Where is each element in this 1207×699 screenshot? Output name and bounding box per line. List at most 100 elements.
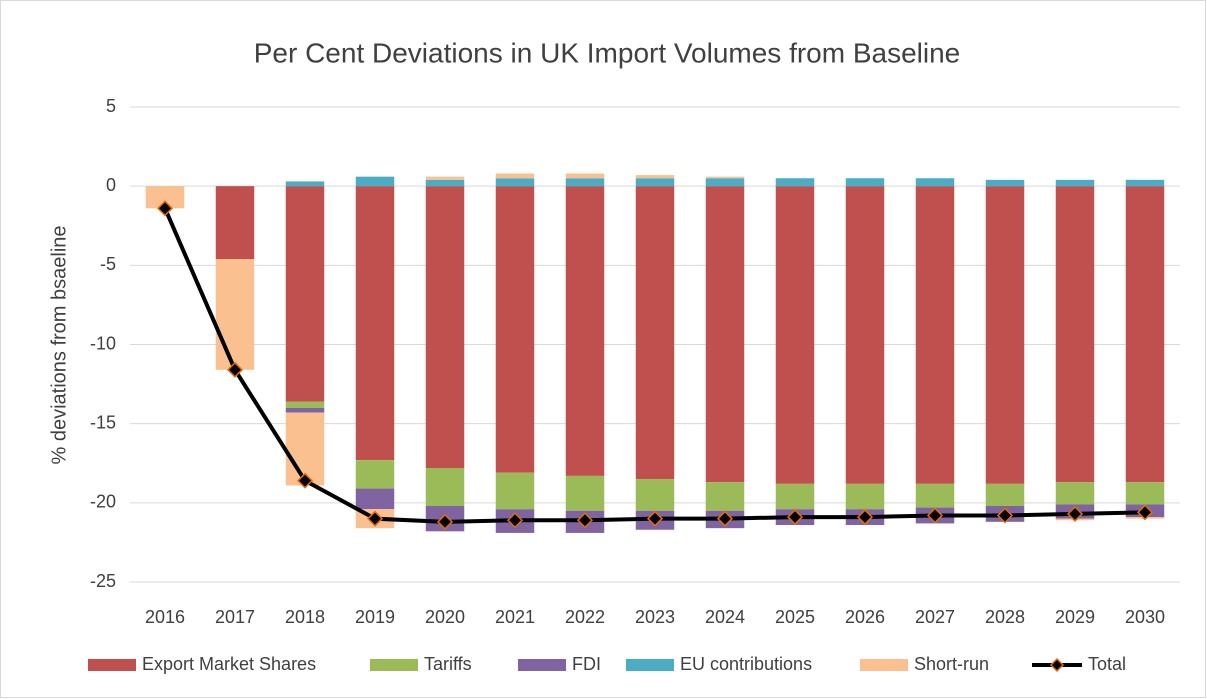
bar-segment <box>915 186 955 484</box>
x-tick-label: 2023 <box>635 607 675 627</box>
bar-segment <box>635 479 675 511</box>
bar-segment <box>1055 179 1095 187</box>
bar-segment <box>1055 482 1095 505</box>
bar-segment <box>215 186 255 259</box>
bar-segment <box>495 472 535 510</box>
bar-segment <box>705 178 745 187</box>
bar-segment <box>635 175 675 179</box>
bar-segment <box>565 186 605 476</box>
x-tick-label: 2018 <box>285 607 325 627</box>
y-tick-label: -5 <box>100 254 116 274</box>
y-tick-label: -25 <box>90 571 116 591</box>
bar-segment <box>1055 186 1095 483</box>
x-tick-label: 2027 <box>915 607 955 627</box>
line-marker <box>156 200 174 217</box>
bar-segment <box>985 483 1025 506</box>
bar-segment <box>425 176 465 180</box>
bar-segment <box>985 186 1025 484</box>
bar-segment <box>495 173 535 179</box>
bar-segment <box>285 407 325 413</box>
legend-marker <box>1049 657 1065 673</box>
line-marker <box>646 510 664 527</box>
bar-segment <box>845 186 885 484</box>
bar-segment <box>635 186 675 480</box>
bar-segment <box>285 401 325 408</box>
bar-segment <box>1125 482 1165 505</box>
y-axis-label: % deviations from bsaeline <box>48 225 70 464</box>
bar-segment <box>915 483 955 508</box>
bar-segment <box>355 460 395 489</box>
legend-label: Short-run <box>914 654 989 674</box>
bar-segment <box>1125 186 1165 483</box>
line-marker <box>856 509 874 526</box>
legend-label: FDI <box>572 654 601 674</box>
bar-segment <box>285 181 325 187</box>
bar-segment <box>355 488 395 510</box>
x-tick-label: 2024 <box>705 607 745 627</box>
bar-segment <box>985 179 1025 187</box>
bar-segment <box>565 173 605 179</box>
x-tick-label: 2016 <box>145 607 185 627</box>
line-marker <box>926 507 944 524</box>
legend-swatch <box>626 659 674 671</box>
x-tick-label: 2017 <box>215 607 255 627</box>
line-marker <box>436 513 454 530</box>
bar-segment <box>495 178 535 187</box>
line-marker <box>716 510 734 527</box>
line-marker <box>1066 505 1084 522</box>
x-tick-label: 2019 <box>355 607 395 627</box>
bar-segment <box>635 178 675 187</box>
line-marker <box>576 512 594 529</box>
legend-swatch <box>88 659 136 671</box>
line-marker <box>226 361 244 378</box>
y-tick-label: -10 <box>90 333 116 353</box>
bar-segment <box>425 468 465 506</box>
line-marker <box>786 509 804 526</box>
legend-label: EU contributions <box>680 654 812 674</box>
y-tick-label: 5 <box>106 96 116 116</box>
x-tick-label: 2030 <box>1125 607 1165 627</box>
bar-segment <box>355 176 395 187</box>
legend-swatch <box>518 659 566 671</box>
bar-segment <box>145 186 185 209</box>
bar-segment <box>845 178 885 187</box>
bar-segment <box>705 176 745 179</box>
bar-segment <box>775 483 815 510</box>
bar-segment <box>285 186 325 402</box>
x-tick-label: 2025 <box>775 607 815 627</box>
bar-segment <box>495 186 535 473</box>
x-tick-label: 2026 <box>845 607 885 627</box>
bar-segment <box>915 178 955 187</box>
x-tick-label: 2020 <box>425 607 465 627</box>
bar-segment <box>215 259 255 370</box>
bar-segment <box>425 179 465 187</box>
x-tick-label: 2022 <box>565 607 605 627</box>
line-marker <box>366 510 384 527</box>
x-tick-label: 2028 <box>985 607 1025 627</box>
bar-segment <box>775 178 815 187</box>
line-marker <box>1136 504 1154 521</box>
line-marker <box>296 472 314 489</box>
legend-swatch <box>860 659 908 671</box>
y-tick-label: -20 <box>90 492 116 512</box>
chart-title: Per Cent Deviations in UK Import Volumes… <box>254 37 961 68</box>
bar-segment <box>705 186 745 483</box>
bar-segment <box>705 482 745 511</box>
bar-segment <box>355 186 395 461</box>
line-marker <box>996 507 1014 524</box>
y-tick-label: 0 <box>106 175 116 195</box>
bar-segment <box>565 475 605 511</box>
legend-label: Export Market Shares <box>142 654 316 674</box>
bar-segment <box>565 178 605 187</box>
x-tick-label: 2021 <box>495 607 535 627</box>
legend-swatch <box>370 659 418 671</box>
y-tick-label: -15 <box>90 412 116 432</box>
legend-label: Tariffs <box>424 654 472 674</box>
bar-segment <box>775 186 815 484</box>
line-marker <box>506 512 524 529</box>
x-tick-label: 2029 <box>1055 607 1095 627</box>
legend-label: Total <box>1088 654 1126 674</box>
bar-segment <box>845 483 885 510</box>
bar-segment <box>1125 179 1165 187</box>
